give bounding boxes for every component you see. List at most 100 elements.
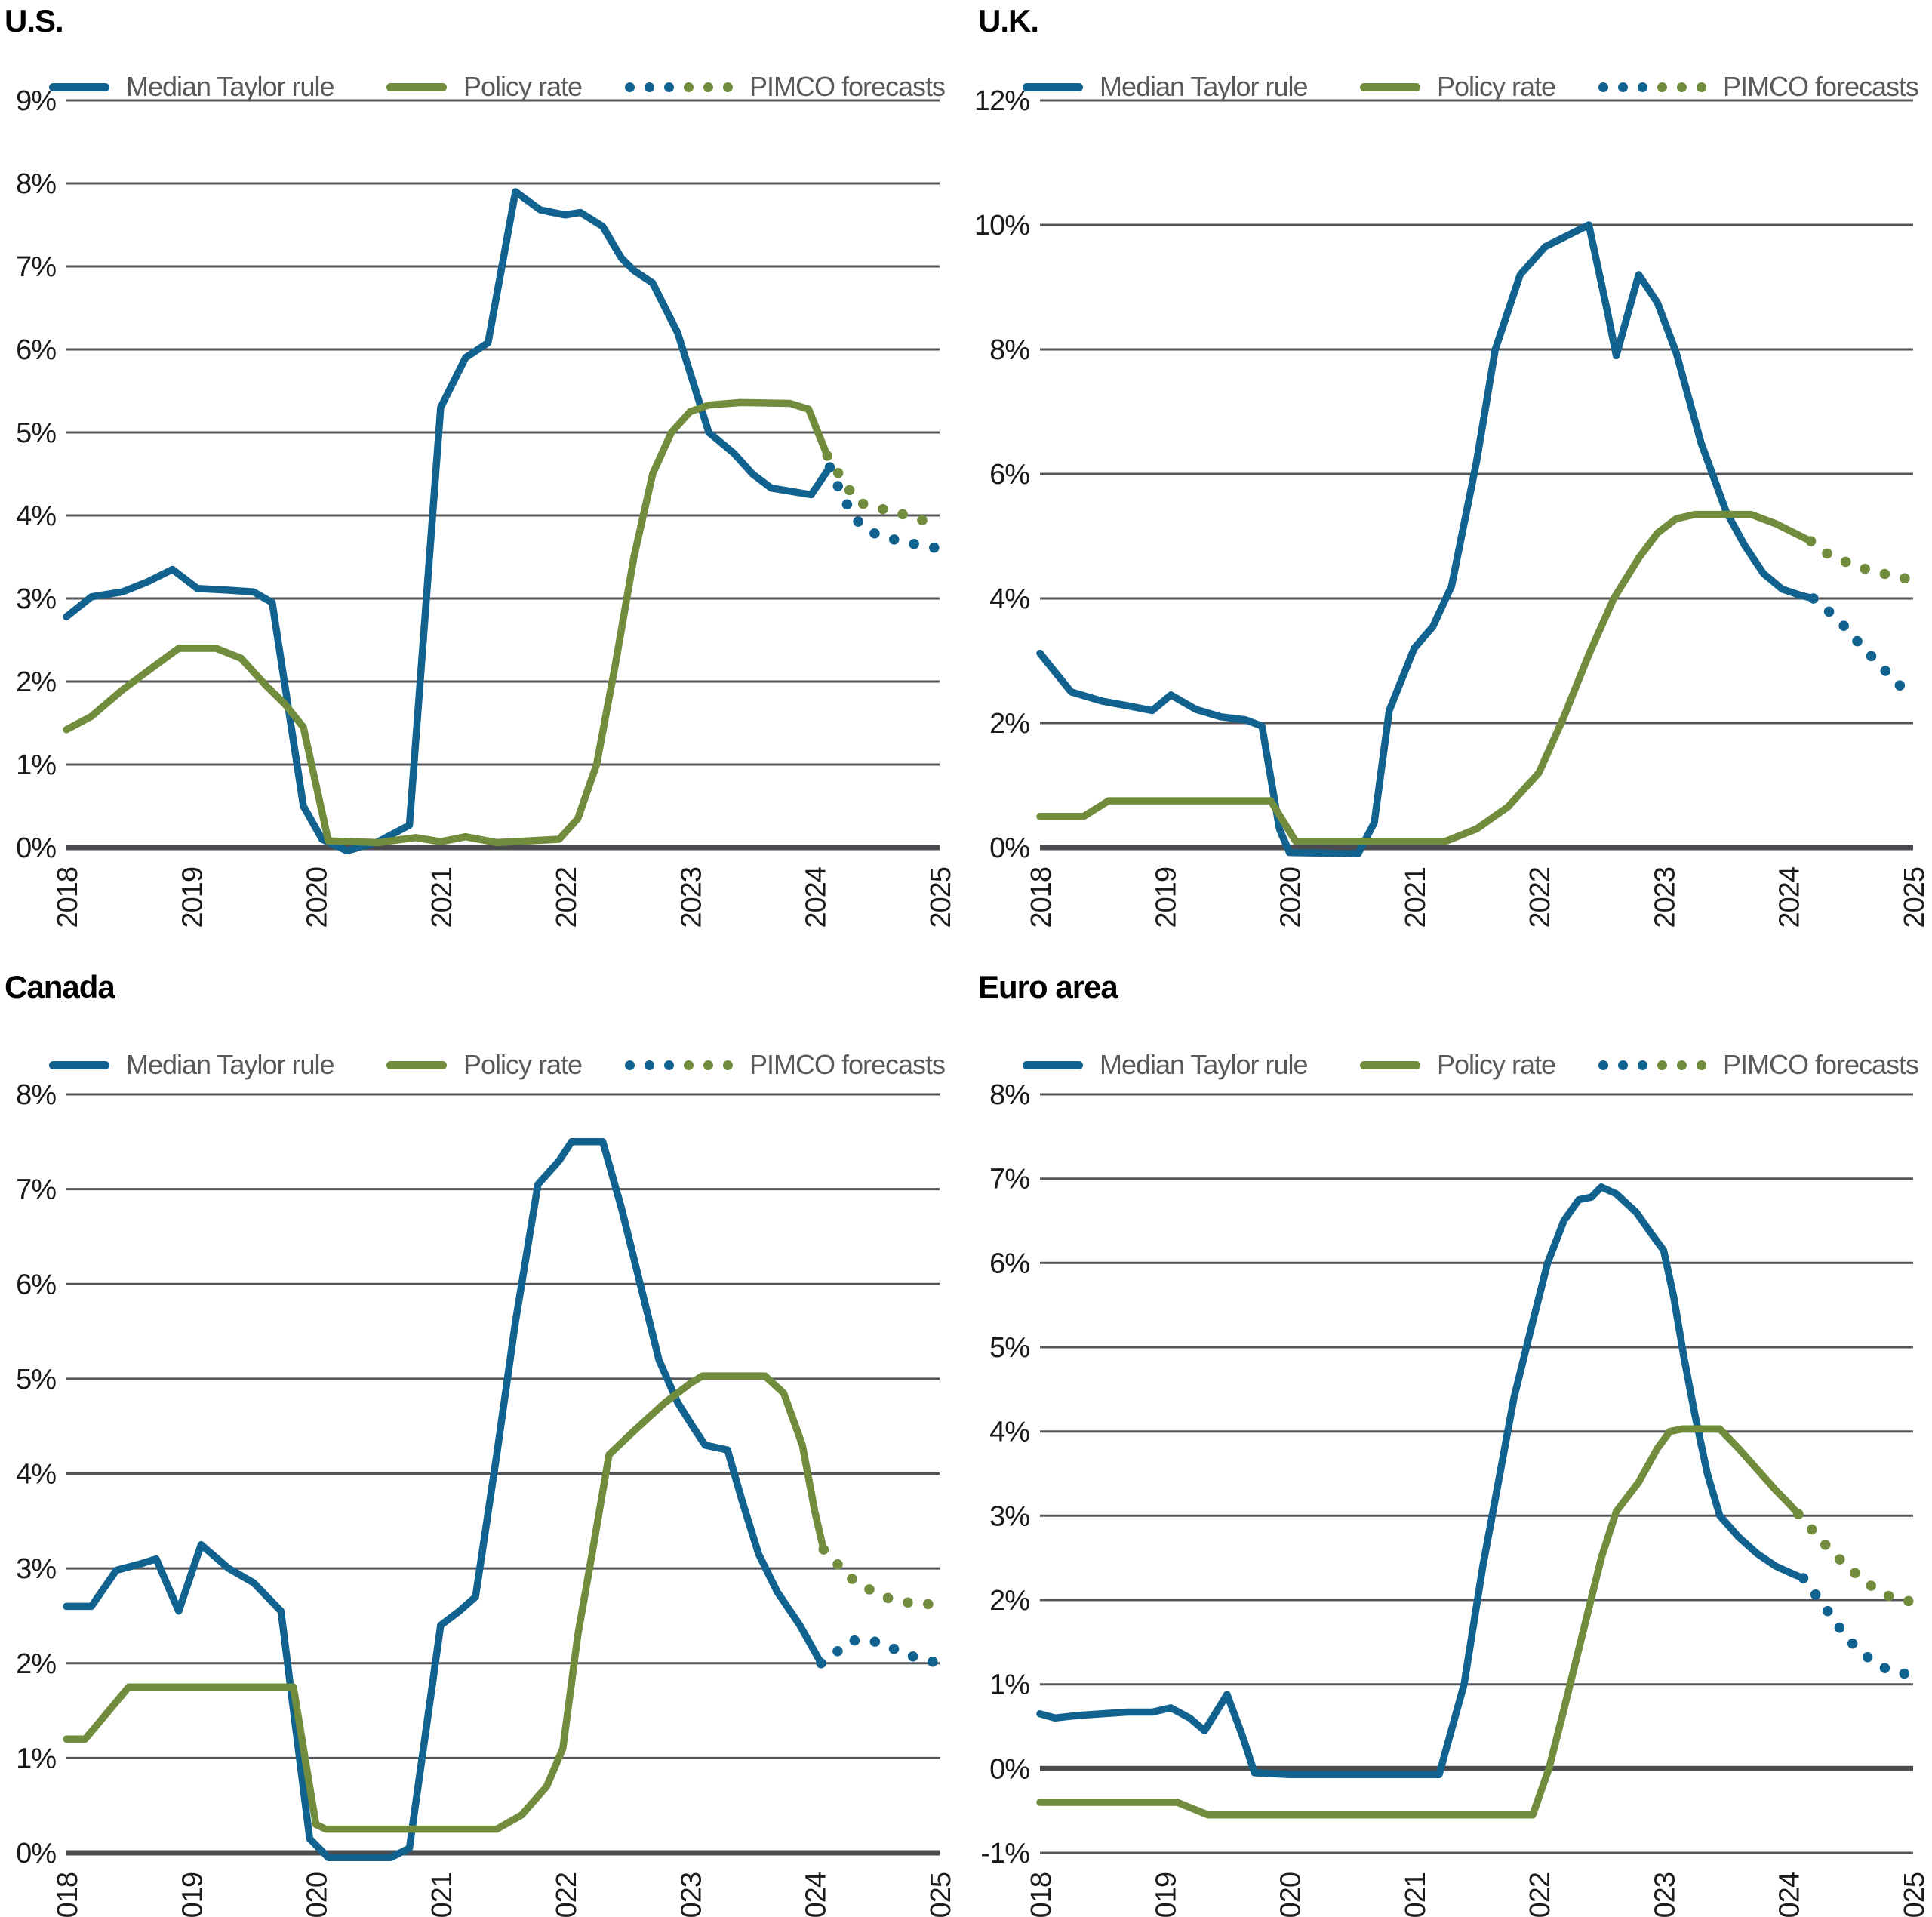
forecast-dots-swatch [625,82,733,92]
svg-text:2024: 2024 [1774,1872,1806,1917]
svg-text:8%: 8% [16,168,56,200]
chart-title-canada: Canada [5,969,115,1005]
forecast-dots-swatch [1598,1060,1706,1070]
policy-line-swatch [1360,1060,1420,1069]
svg-text:2025: 2025 [925,1872,957,1917]
svg-text:8%: 8% [989,1079,1029,1111]
svg-text:2018: 2018 [1026,1872,1057,1917]
svg-text:5%: 5% [989,1332,1029,1364]
taylor-line-swatch [49,1060,109,1069]
svg-text:0%: 0% [16,1838,56,1869]
svg-text:12%: 12% [974,85,1029,117]
line-chart-us: 9% 8% 7% 6% 5% 4% 3% 2% 1% 0%2018 2019 2020 2021 2022… [16,85,957,928]
svg-text:4%: 4% [989,1417,1029,1448]
svg-text:2024: 2024 [1774,866,1806,928]
svg-text:2021: 2021 [426,1872,458,1917]
legend-item-forecast: PIMCO forecasts [1598,1048,1919,1082]
svg-text:2018: 2018 [52,867,84,928]
svg-text:3%: 3% [16,1553,56,1585]
svg-text:0%: 0% [989,1753,1029,1785]
policy-line-swatch [386,82,447,91]
legend-label-policy: Policy rate [463,71,583,102]
svg-text:2022: 2022 [1524,1872,1556,1917]
svg-text:6%: 6% [16,334,56,366]
svg-text:6%: 6% [989,1248,1029,1279]
svg-text:5%: 5% [16,417,56,449]
chart-panel-euro: Euro area Median Taylor rule Policy rate… [974,966,1932,1917]
svg-text:2023: 2023 [675,1872,707,1917]
taylor-line-swatch [49,82,109,91]
svg-text:2023: 2023 [675,867,707,928]
legend-uk: Median Taylor rule Policy rate PIMCO for… [974,69,1932,104]
chart-panel-us: U.S. Median Taylor rule Policy rate PIMC… [0,0,958,958]
legend-item-policy: Policy rate [386,1048,583,1082]
svg-text:7%: 7% [16,1174,56,1206]
chart-panel-uk: U.K. Median Taylor rule Policy rate PIMC… [974,0,1932,958]
legend-item-taylor: Median Taylor rule [1023,69,1308,104]
line-chart-canada: 8% 7% 6% 5% 4% 3% 2% 1% 0%2018 2019 2020 2021 2022 20… [16,1079,957,1917]
line-chart-euro: 8% 7% 6% 5% 4% 3% 2% 1% 0% -1%2018 2019 2020 2021 202… [980,1079,1930,1917]
legend-label-taylor: Median Taylor rule [1100,71,1308,102]
svg-text:7%: 7% [16,251,56,283]
legend-us: Median Taylor rule Policy rate PIMCO for… [0,69,958,104]
svg-text:2019: 2019 [1150,1872,1182,1917]
legend-item-taylor: Median Taylor rule [49,69,334,104]
svg-text:4%: 4% [989,583,1029,615]
forecast-dots-swatch [1598,82,1706,92]
svg-text:2023: 2023 [1649,1872,1681,1917]
svg-text:2021: 2021 [1400,1872,1432,1917]
svg-text:2025: 2025 [1899,1872,1930,1917]
svg-text:1%: 1% [989,1669,1029,1701]
legend-item-forecast: PIMCO forecasts [625,1048,946,1082]
legend-item-policy: Policy rate [386,69,583,104]
policy-line-swatch [386,1060,447,1069]
forecast-dots-swatch [625,1060,733,1070]
svg-text:2024: 2024 [801,866,832,928]
legend-label-forecast: PIMCO forecasts [1723,1049,1919,1080]
legend-item-policy: Policy rate [1360,1048,1556,1082]
svg-text:2020: 2020 [1275,867,1307,928]
legend-label-policy: Policy rate [1437,71,1556,102]
svg-text:3%: 3% [989,1500,1029,1532]
svg-text:2022: 2022 [551,1872,583,1917]
taylor-line-swatch [1023,82,1083,91]
svg-text:2020: 2020 [1275,1872,1307,1917]
svg-text:2023: 2023 [1649,867,1681,928]
taylor-line-swatch [1023,1060,1083,1069]
svg-text:8%: 8% [16,1079,56,1111]
legend-label-policy: Policy rate [1437,1049,1556,1080]
legend-label-forecast: PIMCO forecasts [1723,71,1919,102]
legend-item-taylor: Median Taylor rule [1023,1048,1308,1082]
svg-text:2%: 2% [989,708,1029,740]
legend-item-forecast: PIMCO forecasts [625,69,946,104]
svg-text:2019: 2019 [177,867,208,928]
svg-text:2019: 2019 [177,1872,208,1917]
svg-text:4%: 4% [16,1459,56,1491]
svg-text:2%: 2% [16,1648,56,1680]
chart-title-euro: Euro area [978,969,1118,1005]
svg-text:2020: 2020 [302,1872,334,1917]
svg-text:-1%: -1% [980,1838,1029,1869]
svg-text:2022: 2022 [1524,867,1556,928]
svg-text:9%: 9% [16,85,56,117]
legend-label-taylor: Median Taylor rule [126,1049,334,1080]
svg-text:6%: 6% [989,459,1029,491]
legend-label-taylor: Median Taylor rule [126,71,334,102]
svg-text:2021: 2021 [1400,867,1432,928]
svg-text:2021: 2021 [426,867,458,928]
policy-line-swatch [1360,82,1420,91]
svg-text:2024: 2024 [801,1872,832,1917]
legend-item-taylor: Median Taylor rule [49,1048,334,1082]
svg-text:8%: 8% [989,334,1029,366]
svg-text:1%: 1% [16,1743,56,1774]
svg-text:0%: 0% [16,832,56,864]
svg-text:1%: 1% [16,749,56,781]
svg-text:2025: 2025 [1899,867,1930,928]
line-chart-uk: 12% 10% 8% 6% 4% 2% 0%2018 2019 2020 2021 2022 2023… [974,85,1930,928]
svg-text:0%: 0% [989,832,1029,864]
svg-text:2018: 2018 [52,1872,84,1917]
svg-text:3%: 3% [16,583,56,615]
svg-text:4%: 4% [16,500,56,532]
legend-label-taylor: Median Taylor rule [1100,1049,1308,1080]
